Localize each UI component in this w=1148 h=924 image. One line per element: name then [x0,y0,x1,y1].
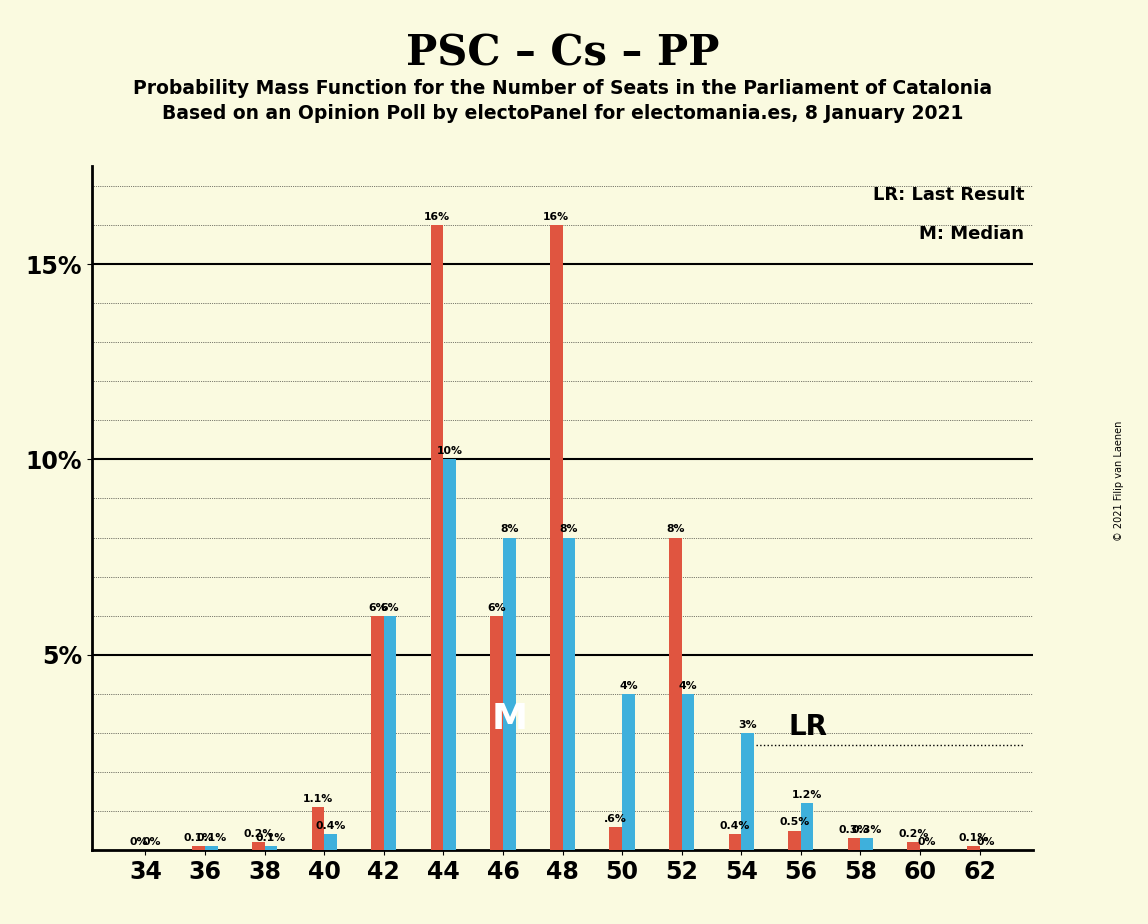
Text: 0.5%: 0.5% [779,818,809,827]
Text: © 2021 Filip van Laenen: © 2021 Filip van Laenen [1115,420,1124,541]
Text: 0.2%: 0.2% [899,829,929,839]
Text: 6%: 6% [381,602,400,613]
Bar [789,831,801,850]
Text: 10%: 10% [436,446,463,456]
Bar [622,694,635,850]
Text: 0.3%: 0.3% [839,825,869,835]
Bar [669,538,682,850]
Text: 0.4%: 0.4% [720,821,750,832]
Bar [443,459,456,850]
Text: 1.2%: 1.2% [792,790,822,800]
Bar [742,733,754,850]
Text: 4%: 4% [678,681,697,690]
Text: 16%: 16% [543,212,569,222]
Bar [550,225,563,850]
Bar [324,834,336,850]
Text: LR: LR [789,712,828,741]
Text: 0%: 0% [130,837,148,847]
Bar [490,615,503,850]
Bar [205,846,218,850]
Text: 0.1%: 0.1% [184,833,214,843]
Text: 8%: 8% [666,525,684,534]
Text: .6%: .6% [604,813,627,823]
Bar [265,846,278,850]
Bar [860,838,874,850]
Bar [193,846,205,850]
Text: 0.1%: 0.1% [959,833,988,843]
Text: 6%: 6% [487,602,506,613]
Text: Based on an Opinion Poll by electoPanel for electomania.es, 8 January 2021: Based on an Opinion Poll by electoPanel … [162,104,963,124]
Text: 0.4%: 0.4% [316,821,346,832]
Text: 0%: 0% [977,837,995,847]
Bar [371,615,383,850]
Text: 0.2%: 0.2% [243,829,273,839]
Text: 16%: 16% [424,212,450,222]
Text: 0.1%: 0.1% [256,833,286,843]
Text: Probability Mass Function for the Number of Seats in the Parliament of Catalonia: Probability Mass Function for the Number… [133,79,992,98]
Bar [967,846,979,850]
Text: 0.1%: 0.1% [196,833,226,843]
Bar [311,807,324,850]
Bar [503,538,515,850]
Text: LR: Last Result: LR: Last Result [872,186,1024,204]
Bar [907,843,920,850]
Bar [383,615,396,850]
Text: 3%: 3% [738,720,757,730]
Text: PSC – Cs – PP: PSC – Cs – PP [406,32,719,74]
Text: 4%: 4% [619,681,638,690]
Text: 8%: 8% [559,525,579,534]
Text: M: M [491,702,527,736]
Text: 0%: 0% [142,837,161,847]
Text: 0.3%: 0.3% [852,825,882,835]
Bar [801,803,814,850]
Bar [682,694,695,850]
Text: 0%: 0% [917,837,936,847]
Bar [847,838,860,850]
Bar [430,225,443,850]
Bar [729,834,742,850]
Bar [251,843,265,850]
Text: 6%: 6% [369,602,387,613]
Text: M: Median: M: Median [920,225,1024,243]
Bar [563,538,575,850]
Text: 8%: 8% [501,525,519,534]
Bar [610,827,622,850]
Text: 1.1%: 1.1% [303,794,333,804]
